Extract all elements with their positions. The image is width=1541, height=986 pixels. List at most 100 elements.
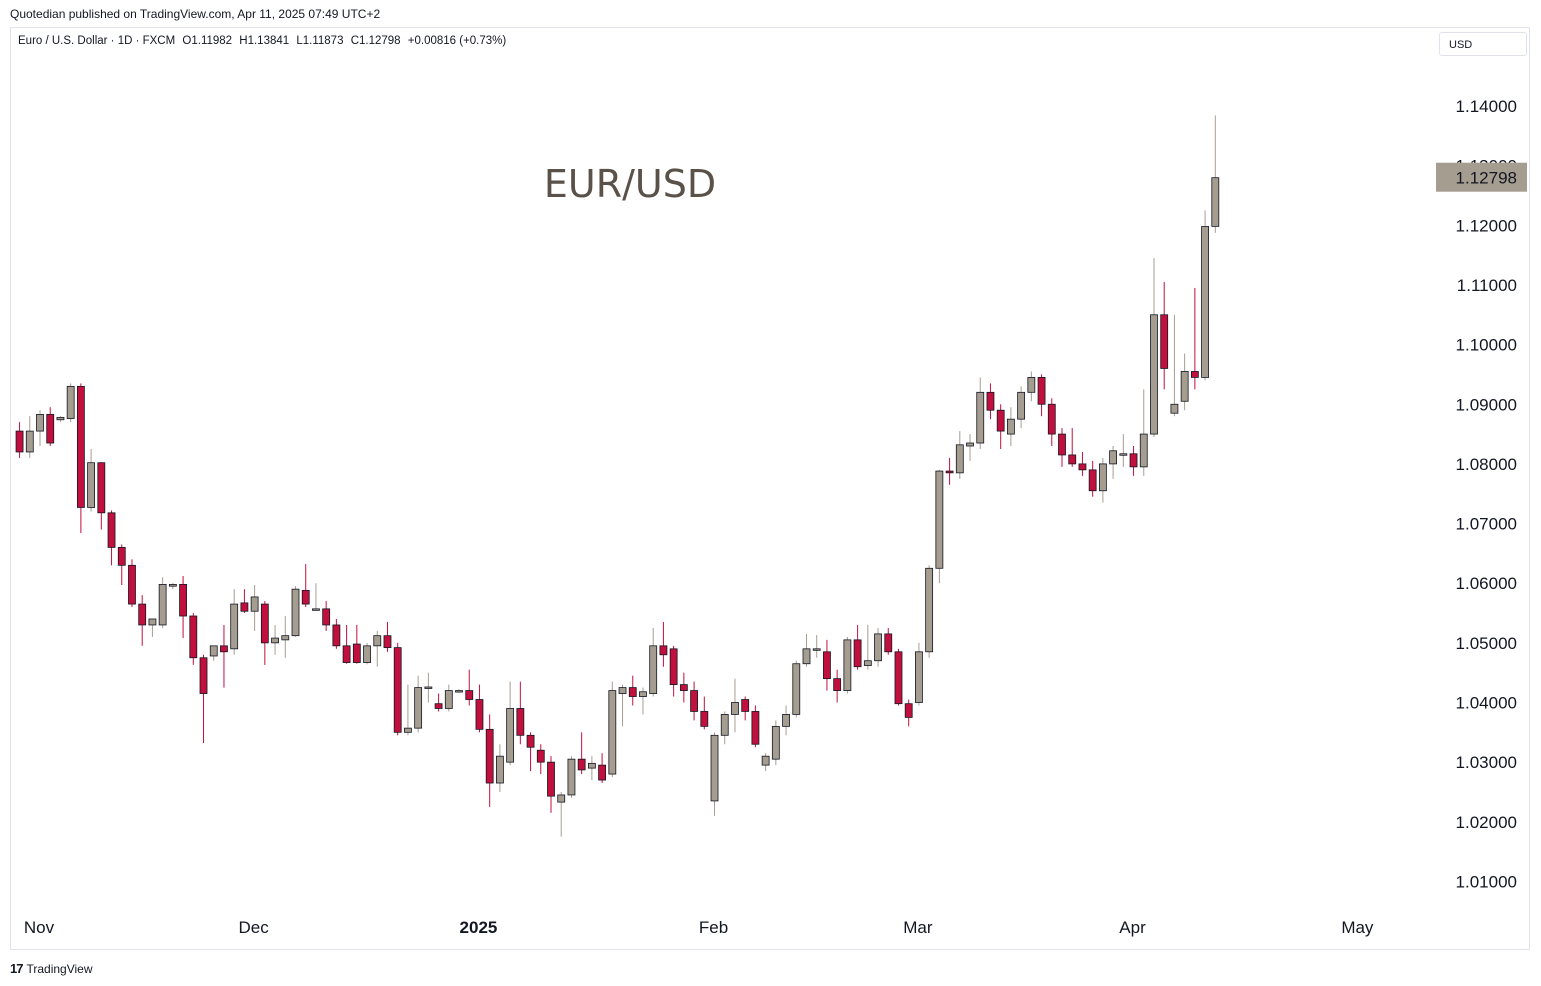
- candle-body: [1017, 391, 1026, 420]
- candle-body: [955, 444, 964, 474]
- candle-body: [792, 663, 801, 715]
- candle-body: [393, 647, 402, 733]
- last-price-badge: [1436, 162, 1527, 192]
- tradingview-logo-icon: 17: [10, 961, 24, 976]
- candle-body: [649, 645, 658, 694]
- y-tick-label: 1.08000: [1456, 455, 1517, 474]
- candle-body: [352, 643, 361, 663]
- candle-body: [1058, 433, 1066, 456]
- x-tick-label: Mar: [903, 918, 933, 937]
- candle-body: [1037, 377, 1046, 405]
- candle-body: [608, 690, 617, 775]
- price-axis[interactable]: 1.140001.130001.120001.110001.100001.090…: [1456, 97, 1517, 891]
- candle-body: [1068, 454, 1077, 465]
- candle-body: [894, 651, 903, 705]
- candle-body: [107, 512, 116, 548]
- candle-body: [731, 702, 739, 715]
- candle-body: [986, 391, 995, 411]
- y-tick-label: 1.12000: [1456, 216, 1517, 235]
- candle-body: [679, 684, 688, 691]
- candle-body: [863, 660, 872, 666]
- candle-body: [516, 708, 525, 736]
- candle-body: [199, 657, 208, 694]
- candle-body: [547, 761, 555, 797]
- candle-body: [976, 391, 985, 444]
- candle-body: [1150, 314, 1158, 435]
- candle-body: [322, 608, 331, 626]
- candle-body: [690, 690, 698, 712]
- published-by-line: Quotedian published on TradingView.com, …: [10, 7, 381, 21]
- footer-brand[interactable]: 17 TradingView: [10, 961, 93, 976]
- chart-frame: [10, 27, 1530, 950]
- candle-body: [751, 711, 760, 745]
- candle-body: [710, 734, 719, 802]
- y-tick-label: 1.06000: [1456, 574, 1517, 593]
- chart-title: EUR/USD: [544, 162, 716, 206]
- candle-body: [434, 703, 443, 709]
- candle-body: [700, 711, 709, 727]
- candle-body: [853, 639, 862, 668]
- candle-body: [465, 690, 474, 700]
- candle-body: [741, 699, 750, 712]
- legend-change: +0.00816 (+0.73%): [407, 35, 507, 47]
- candle-body: [935, 470, 944, 569]
- candle-body: [495, 755, 504, 784]
- time-axis[interactable]: Nov Dec 2025 Feb Mar Apr May: [24, 918, 1374, 937]
- candle-body: [36, 413, 44, 432]
- candle-body: [659, 645, 668, 656]
- footer-brand-name: TradingView: [26, 961, 93, 976]
- y-tick-label: 1.01000: [1456, 872, 1517, 891]
- candle-body: [424, 686, 433, 689]
- candle-body: [66, 385, 75, 419]
- candle-body: [15, 430, 24, 453]
- candle-body: [1190, 371, 1199, 378]
- candle-body: [25, 430, 34, 453]
- candle-body: [138, 603, 147, 626]
- candle-body: [363, 645, 371, 663]
- candle-body: [404, 727, 412, 733]
- candle-body: [312, 608, 320, 611]
- candle-body: [414, 687, 423, 729]
- candle-body: [209, 645, 218, 657]
- candle-body: [148, 618, 157, 626]
- candle-body: [904, 703, 913, 718]
- candle-body: [1160, 314, 1169, 369]
- candle-body: [1180, 371, 1189, 402]
- candle-body: [281, 635, 290, 641]
- candle-body: [332, 624, 341, 647]
- x-tick-label: Feb: [699, 918, 728, 937]
- candle-body: [771, 725, 780, 760]
- legend-high: H1.13841: [239, 35, 290, 47]
- candle-body: [383, 635, 392, 649]
- candle-body: [1088, 469, 1097, 492]
- currency-button[interactable]: USD: [1439, 32, 1527, 56]
- candle-body: [577, 758, 586, 771]
- candle-body: [373, 635, 382, 647]
- candle-body: [628, 687, 637, 697]
- candle-body: [1007, 418, 1015, 435]
- candle-body: [1170, 403, 1179, 414]
- y-tick-label: 1.10000: [1456, 336, 1517, 355]
- candle-body: [802, 648, 811, 665]
- candle-body: [557, 794, 566, 803]
- candle-body: [455, 690, 463, 693]
- candle-body: [76, 385, 85, 508]
- candle-body: [1211, 177, 1220, 227]
- candle-body: [823, 651, 831, 680]
- candle-body: [833, 678, 842, 691]
- y-tick-label: 1.07000: [1456, 515, 1517, 534]
- legend-symbol[interactable]: Euro / U.S. Dollar · 1D · FXCM: [18, 35, 176, 47]
- candle-body: [996, 409, 1005, 432]
- candle-body: [271, 637, 279, 644]
- candle-body: [1201, 226, 1209, 378]
- candle-body: [761, 755, 770, 766]
- candle-body: [230, 603, 239, 650]
- candle-body: [342, 645, 351, 663]
- candle-body: [475, 699, 484, 730]
- candle-body: [220, 645, 228, 653]
- candle-body: [874, 633, 882, 662]
- candle-body: [1078, 463, 1087, 471]
- candle-body: [250, 596, 259, 612]
- last-price-value: 1.12798: [1456, 169, 1517, 188]
